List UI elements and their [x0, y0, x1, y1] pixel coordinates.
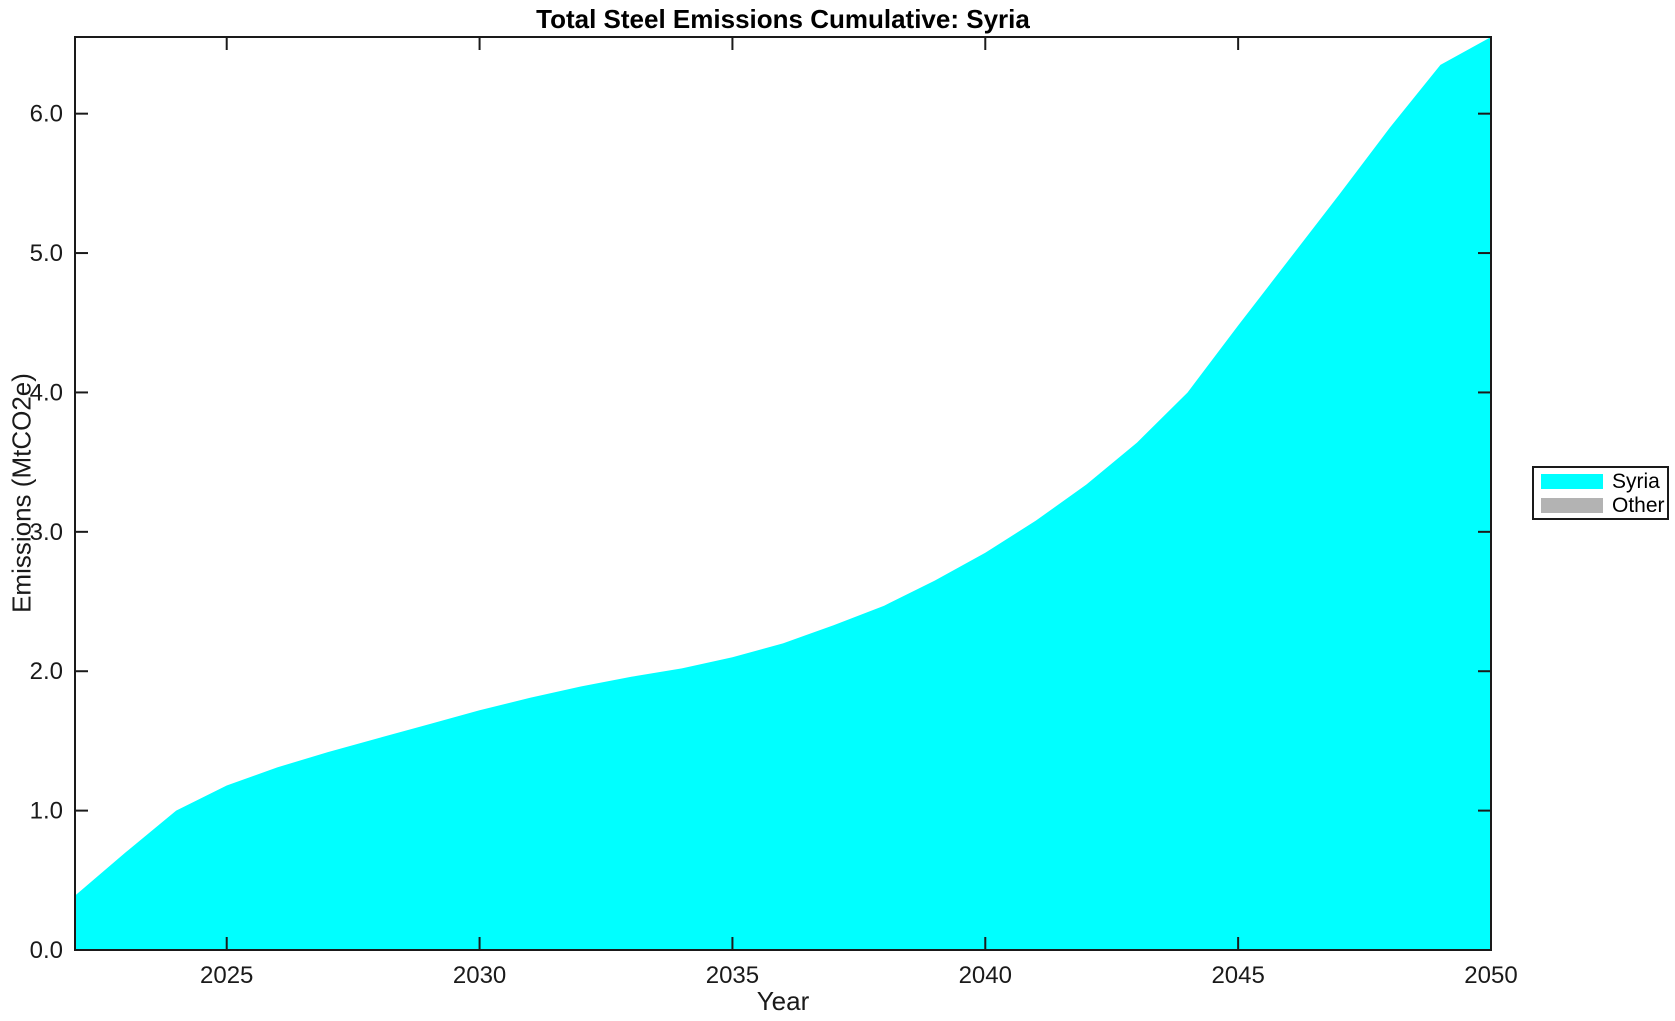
legend-label-other: Other: [1612, 493, 1665, 517]
y-tick-label: 6.0: [30, 101, 63, 128]
axes-box: [74, 36, 1492, 951]
legend-label-syria: Syria: [1612, 469, 1660, 493]
legend-swatch-other: [1541, 497, 1603, 513]
y-tick-label: 4.0: [30, 379, 63, 406]
y-tick-label: 1.0: [30, 798, 63, 825]
y-axis-label: Emissions (MtCO2e): [6, 373, 37, 613]
x-tick-label: 2040: [959, 962, 1012, 989]
area-series-syria: [75, 37, 1491, 950]
legend-swatch-syria: [1541, 473, 1603, 489]
y-tick-label: 0.0: [30, 937, 63, 964]
legend-item-other: Other: [1541, 495, 1665, 516]
chart-title: Total Steel Emissions Cumulative: Syria: [536, 4, 1030, 34]
legend-item-syria: Syria: [1541, 471, 1660, 492]
x-tick-label: 2030: [453, 962, 506, 989]
y-tick-label: 5.0: [30, 240, 63, 267]
x-tick-label: 2025: [200, 962, 253, 989]
x-axis-label: Year: [756, 986, 810, 1016]
legend: Syria Other: [1532, 466, 1669, 520]
x-tick-label: 2045: [1211, 962, 1264, 989]
x-tick-label: 2035: [706, 962, 759, 989]
x-tick-label: 2050: [1464, 962, 1517, 989]
y-tick-label: 3.0: [30, 519, 63, 546]
y-tick-label: 2.0: [30, 658, 63, 685]
